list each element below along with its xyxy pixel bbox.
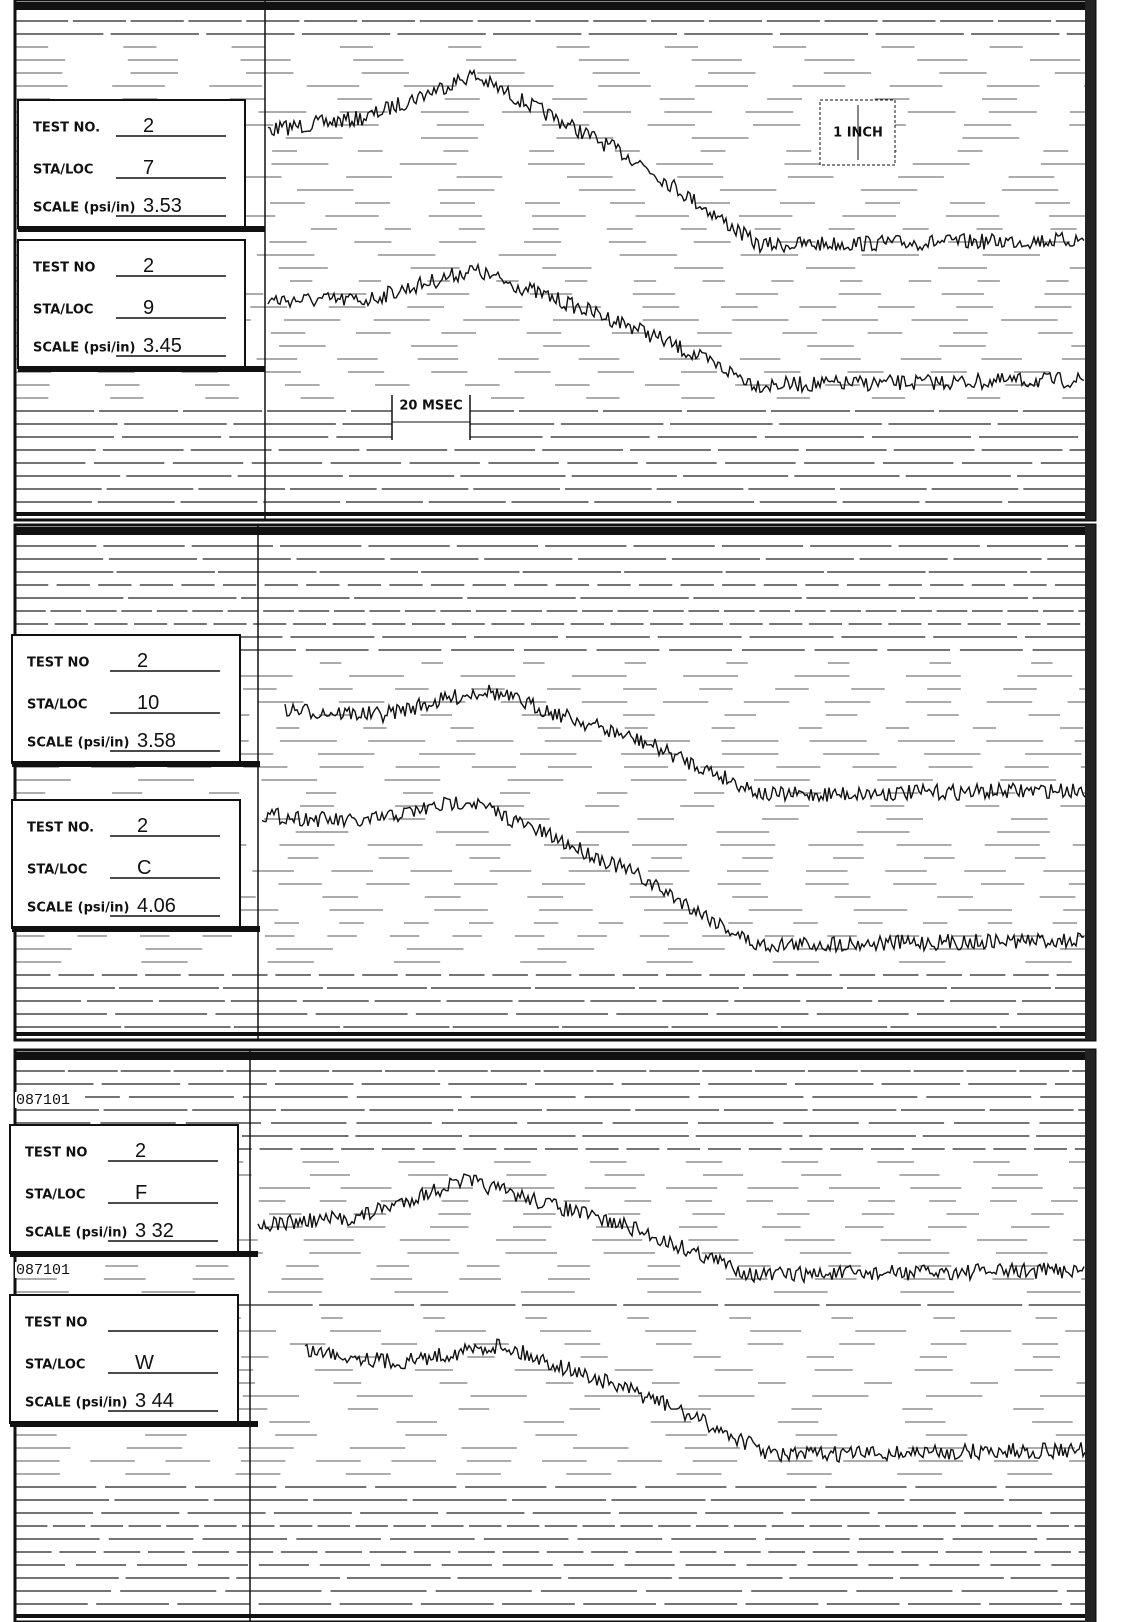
field-label: TEST NO. [33, 121, 100, 136]
field-label: STA/LOC [27, 863, 87, 878]
field-value: F [135, 1182, 147, 1204]
film-id-bg [15, 1092, 85, 1108]
field-label: SCALE (psi/in) [25, 1396, 128, 1411]
field-value: 3 32 [135, 1220, 174, 1242]
pressure-trace [267, 262, 1085, 395]
field-value: 10 [137, 692, 159, 714]
label-bar [12, 926, 260, 932]
label-bar [10, 1421, 258, 1427]
field-label: SCALE (psi/in) [33, 341, 136, 356]
annotation: 20 MSEC [399, 399, 462, 414]
field-label: TEST NO. [27, 821, 94, 836]
film-id-bg [15, 1262, 85, 1278]
label-bar [18, 226, 265, 232]
field-value: 4.06 [137, 895, 176, 917]
film-edge [1085, 525, 1095, 1040]
field-value: 3.58 [137, 730, 176, 752]
label-box [17, 239, 246, 369]
field-label: TEST NO [25, 1316, 87, 1331]
field-label: TEST NO [33, 261, 95, 276]
label-box [17, 99, 246, 229]
field-label: STA/LOC [25, 1358, 85, 1373]
field-value: 3.53 [143, 195, 182, 217]
label-box [11, 634, 241, 764]
field-value: 7 [143, 157, 154, 179]
film-id: 087101 [16, 1262, 70, 1279]
pressure-trace [257, 1173, 1085, 1285]
field-label: TEST NO [25, 1146, 87, 1161]
field-value: 3 44 [135, 1390, 174, 1412]
field-value: 2 [135, 1140, 146, 1162]
field-value: 2 [137, 815, 148, 837]
film-border [13, 523, 1097, 1042]
record-panel: TEST NO. 2 STA/LOC 7 SCALE (psi/in) 3.53 TEST … [13, 0, 1097, 522]
field-label: SCALE (psi/in) [27, 736, 130, 751]
film-edge [1085, 0, 1095, 520]
field-label: SCALE (psi/in) [27, 901, 130, 916]
field-label: STA/LOC [33, 163, 93, 178]
field-value: 2 [143, 115, 154, 137]
field-label: TEST NO [27, 656, 89, 671]
field-label: STA/LOC [27, 698, 87, 713]
field-value: 9 [143, 297, 154, 319]
film-edge [15, 2, 1095, 10]
film-edge [15, 512, 1095, 516]
film-edge [15, 1614, 1095, 1618]
label-bar [18, 366, 265, 372]
field-value: C [137, 857, 151, 879]
label-box [9, 1124, 239, 1254]
label-bar [10, 1251, 258, 1257]
film-edge [15, 1052, 1095, 1060]
field-label: SCALE (psi/in) [33, 201, 136, 216]
field-value: W [135, 1352, 154, 1374]
pressure-trace [267, 68, 1085, 255]
annotation: 1 INCH [833, 126, 883, 141]
pressure-trace [284, 684, 1086, 804]
film-id: 087101 [16, 1092, 70, 1109]
field-value: 2 [137, 650, 148, 672]
label-box [11, 799, 241, 929]
field-label: SCALE (psi/in) [25, 1226, 128, 1241]
field-value: 2 [143, 255, 154, 277]
field-label: STA/LOC [33, 303, 93, 318]
label-bar [12, 761, 260, 767]
time-box [392, 395, 470, 439]
pressure-trace [304, 1338, 1086, 1464]
film-edge [1085, 1050, 1095, 1622]
record-panel: TEST NO 2 STA/LOC F SCALE (psi/in) 3 32 TEST N… [9, 1048, 1097, 1622]
film-edge [15, 1032, 1095, 1036]
record-panel: TEST NO 2 STA/LOC 10 SCALE (psi/in) 3.58 TEST … [11, 523, 1097, 1042]
label-box [9, 1294, 239, 1424]
pressure-trace [261, 796, 1085, 954]
film-edge [15, 527, 1095, 535]
field-value: 3.45 [143, 335, 182, 357]
field-label: STA/LOC [25, 1188, 85, 1203]
